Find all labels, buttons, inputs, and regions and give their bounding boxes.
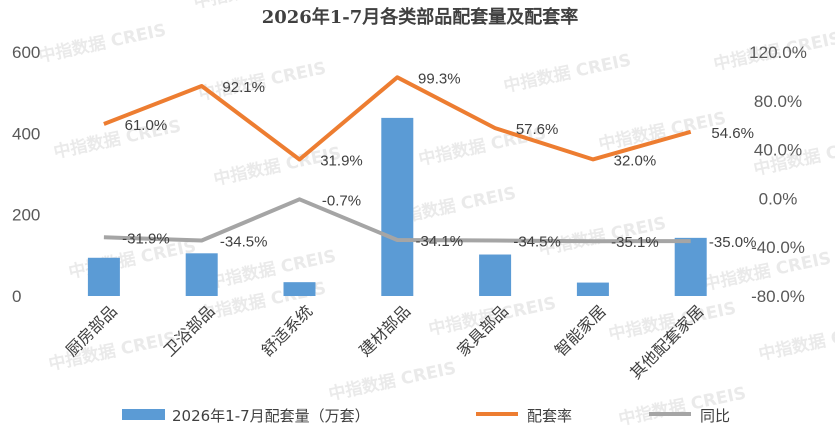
watermark-text: 中指数据 CREIS bbox=[597, 107, 728, 155]
watermark-text: 中指数据 CREIS bbox=[327, 357, 458, 405]
data-labels: 61.0% 92.1% 31.9% 99.3% 57.6% 32.0% 54.6% -31.9… bbox=[122, 70, 756, 251]
chart-title: 2026年1-7月各类部品配套量及配套率 bbox=[262, 6, 579, 28]
bar bbox=[479, 254, 512, 296]
yoy-data-label: -34.5% bbox=[513, 233, 561, 250]
right-tick-label: 0.0% bbox=[759, 189, 798, 208]
yoy-data-label: -35.1% bbox=[611, 234, 659, 251]
left-axis: 600 400 200 0 bbox=[12, 43, 40, 306]
right-tick-label: 120.0% bbox=[749, 43, 807, 62]
rate-data-label: 57.6% bbox=[516, 121, 559, 138]
rate-data-label: 31.9% bbox=[320, 152, 363, 169]
legend-label-yoy: 同比 bbox=[700, 407, 730, 425]
legend-label-rate: 配套率 bbox=[527, 407, 572, 425]
rate-line bbox=[103, 75, 692, 162]
bar-series bbox=[87, 117, 707, 296]
right-tick-label: 80.0% bbox=[754, 92, 802, 111]
bar bbox=[87, 257, 120, 296]
right-tick-label: 40.0% bbox=[754, 141, 802, 160]
bar bbox=[674, 237, 707, 296]
yoy-line bbox=[103, 197, 691, 244]
rate-data-label: 99.3% bbox=[418, 70, 461, 87]
category-label: 智能家居 bbox=[551, 301, 610, 360]
yoy-data-label: -34.1% bbox=[416, 233, 464, 250]
legend-swatch-bar bbox=[122, 409, 165, 420]
right-axis: 120.0% 80.0% 40.0% 0.0% -40.0% -80.0% bbox=[749, 43, 807, 306]
rate-data-label: 61.0% bbox=[125, 117, 168, 134]
legend-label-bar: 2026年1-7月配套量（万套） bbox=[172, 407, 370, 425]
yoy-data-label: -34.5% bbox=[220, 233, 268, 250]
left-tick-label: 400 bbox=[12, 124, 40, 143]
watermark-text: 中指数据 CREIS bbox=[502, 49, 633, 97]
watermark-layer: 中指数据 CREIS 中指数据 CREIS 中指数据 CREIS 中指数据 CREIS… bbox=[37, 0, 835, 430]
yoy-data-label: -0.7% bbox=[322, 192, 361, 209]
right-tick-label: -80.0% bbox=[751, 287, 805, 306]
bar bbox=[185, 253, 218, 296]
yoy-data-label: -31.9% bbox=[122, 230, 170, 247]
bar bbox=[576, 282, 609, 296]
watermark-text: 中指数据 CREIS bbox=[757, 317, 835, 365]
legend: 2026年1-7月配套量（万套） 配套率 同比 bbox=[122, 407, 730, 425]
left-tick-label: 200 bbox=[12, 206, 40, 225]
line-series bbox=[103, 75, 692, 244]
right-tick-label: -40.0% bbox=[751, 238, 805, 257]
watermark-text: 中指数据 CREIS bbox=[37, 19, 168, 67]
rate-data-label: 92.1% bbox=[222, 79, 265, 96]
rate-data-label: 54.6% bbox=[711, 125, 754, 142]
bar bbox=[283, 282, 316, 296]
rate-data-label: 32.0% bbox=[614, 152, 657, 169]
category-label: 建材部品 bbox=[355, 301, 414, 360]
left-tick-label: 0 bbox=[12, 287, 21, 306]
bar bbox=[381, 117, 414, 296]
left-tick-label: 600 bbox=[12, 43, 40, 62]
yoy-data-label: -35.0% bbox=[709, 234, 757, 251]
